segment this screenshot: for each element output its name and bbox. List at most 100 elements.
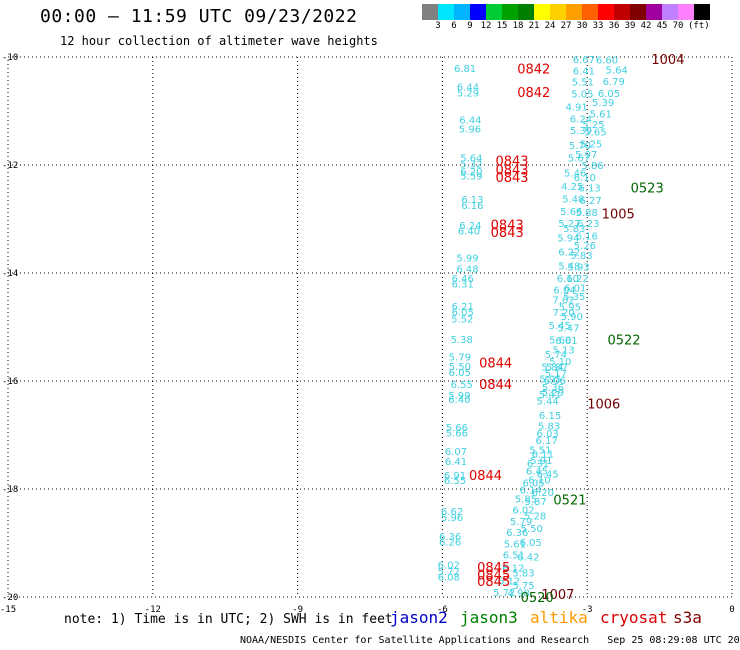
chart-subtitle: 12 hour collection of altimeter wave hei… bbox=[60, 34, 378, 48]
swh-point-label: 5.83 bbox=[570, 251, 592, 262]
swh-point-label: 5.79 bbox=[449, 353, 471, 364]
pass-time-label: 1007 bbox=[541, 588, 574, 603]
swh-point-label: 7.02 bbox=[552, 295, 574, 306]
swh-point-label: 5.25 bbox=[580, 139, 602, 150]
legend-label: 3 bbox=[435, 21, 441, 31]
legend-swatch bbox=[662, 4, 678, 20]
swh-point-label: 6.10 bbox=[574, 173, 596, 184]
swh-point-label: 6.22 bbox=[558, 247, 580, 258]
swh-point-label: 5.83 bbox=[538, 421, 560, 432]
swh-point-label: 6.21 bbox=[452, 302, 474, 313]
sat-legend-cryosat: cryosat bbox=[600, 608, 668, 627]
swh-point-label: 5.29 bbox=[542, 388, 564, 399]
swh-point-label: 5.45 bbox=[549, 321, 571, 332]
y-tick-label: -12 bbox=[2, 161, 18, 171]
legend-label: 21 bbox=[528, 21, 540, 31]
y-tick-label: -10 bbox=[2, 53, 18, 63]
pass-time-label: 0844 bbox=[479, 378, 512, 393]
legend-label: 12 bbox=[480, 21, 492, 31]
swh-point-label: 5.38 bbox=[451, 335, 473, 346]
legend-swatch bbox=[598, 4, 614, 20]
swh-point-label: 5.87 bbox=[546, 362, 568, 373]
swh-point-label: 6.12 bbox=[502, 563, 524, 574]
swh-point-label: 5.88 bbox=[576, 208, 598, 219]
swh-point-label: 6.17 bbox=[536, 436, 558, 447]
legend-swatch bbox=[694, 4, 710, 20]
swh-point-label: 6.05 bbox=[452, 307, 474, 318]
swh-point-label: 6.16 bbox=[576, 232, 598, 243]
swh-point-label: 5.26 bbox=[574, 241, 596, 252]
swh-point-label: 6.79 bbox=[603, 77, 625, 88]
swh-point-label: 5.50 bbox=[521, 524, 543, 535]
swh-point-label: 6.67 bbox=[573, 55, 595, 66]
swh-point-label: 5.13 bbox=[552, 346, 574, 357]
swh-point-label: 6.42 bbox=[517, 553, 539, 564]
swh-point-label: 5.83 bbox=[563, 224, 585, 235]
swh-point-label: 6.91 bbox=[444, 471, 466, 482]
swh-point-label: 4.98 bbox=[508, 589, 530, 600]
legend-swatch bbox=[422, 4, 438, 20]
swh-point-label: 6.04 bbox=[553, 286, 575, 297]
swh-point-label: 7.20 bbox=[552, 308, 574, 319]
pass-time-label: 0843 bbox=[495, 155, 528, 170]
swh-point-label: 4.91 bbox=[565, 103, 587, 114]
swh-point-label: 6.81 bbox=[454, 64, 476, 75]
legend-swatch bbox=[630, 4, 646, 20]
swh-point-label: 5.67 bbox=[568, 153, 590, 164]
sat-legend-jason3: jason3 bbox=[460, 608, 518, 627]
swh-point-label: 6.07 bbox=[445, 447, 467, 458]
legend-swatch bbox=[502, 4, 518, 20]
swh-point-label: 5.84 bbox=[541, 362, 563, 373]
legend-swatch bbox=[518, 4, 534, 20]
swh-point-label: 5.66 bbox=[446, 423, 468, 434]
swh-point-label: 5.91 bbox=[530, 456, 552, 467]
swh-point-label: 5.79 bbox=[510, 517, 532, 528]
swh-point-label: 5.97 bbox=[575, 150, 597, 161]
swh-point-label: 6.11 bbox=[532, 449, 554, 460]
swh-point-label: 5.74 bbox=[545, 350, 567, 361]
swh-point-label: 5.87 bbox=[524, 497, 546, 508]
swh-point-label: 5.46 bbox=[564, 169, 586, 180]
legend-swatch bbox=[486, 4, 502, 20]
swh-point-label: 6.41 bbox=[445, 457, 467, 468]
swh-point-label: 5.95 bbox=[559, 302, 581, 313]
legend-swatch bbox=[614, 4, 630, 20]
swh-point-label: 5.47 bbox=[557, 324, 579, 335]
legend-swatch bbox=[582, 4, 598, 20]
swh-point-label: 5.75 bbox=[512, 581, 534, 592]
legend-swatch bbox=[550, 4, 566, 20]
x-tick-label: -9 bbox=[292, 605, 303, 615]
footer-note: note: 1) Time is in UTC; 2) SWH is in fe… bbox=[64, 612, 393, 627]
swh-point-label: 6.26 bbox=[439, 537, 461, 548]
swh-point-label: 5.72 bbox=[493, 588, 515, 599]
swh-point-label: 5.94 bbox=[557, 233, 579, 244]
sat-legend-jason2: jason2 bbox=[390, 608, 448, 627]
swh-point-label: 5.95 bbox=[539, 374, 561, 385]
swh-point-label: 6.08 bbox=[438, 572, 460, 583]
swh-point-label: 4.25 bbox=[561, 182, 583, 193]
swh-point-label: 5.66 bbox=[446, 428, 468, 439]
pass-time-label: 1005 bbox=[602, 208, 635, 223]
y-tick-label: -18 bbox=[2, 485, 18, 495]
swh-point-label: 6.51 bbox=[503, 550, 525, 561]
pass-time-label: 0844 bbox=[469, 469, 502, 484]
swh-point-label: 5.93 bbox=[567, 263, 589, 274]
swh-point-label: 5.61 bbox=[504, 540, 526, 551]
pass-time-label: 0843 bbox=[495, 171, 528, 186]
swh-point-label: 6.16 bbox=[461, 201, 483, 212]
swh-point-label: 6.14 bbox=[520, 486, 542, 497]
swh-point-label: 5.48 bbox=[562, 194, 584, 205]
pass-time-label: 0520 bbox=[521, 591, 554, 606]
pass-time-label: 0845 bbox=[477, 568, 510, 583]
sat-legend-altika: altika bbox=[530, 608, 588, 627]
legend-label: 42 bbox=[640, 21, 652, 31]
footer-credit: NOAA/NESDIS Center for Satellite Applica… bbox=[240, 635, 740, 646]
swh-point-label: 5.96 bbox=[441, 513, 463, 524]
swh-point-label: 6.45 bbox=[526, 467, 548, 478]
swh-point-label: 6.41 bbox=[573, 67, 595, 78]
swh-point-label: 5.51 bbox=[529, 446, 551, 457]
swh-point-label: 6.05 bbox=[523, 479, 545, 490]
swh-point-label: 6.10 bbox=[528, 475, 550, 486]
swh-point-label: 5.39 bbox=[592, 98, 614, 109]
swh-point-label: 6.36 bbox=[439, 532, 461, 543]
